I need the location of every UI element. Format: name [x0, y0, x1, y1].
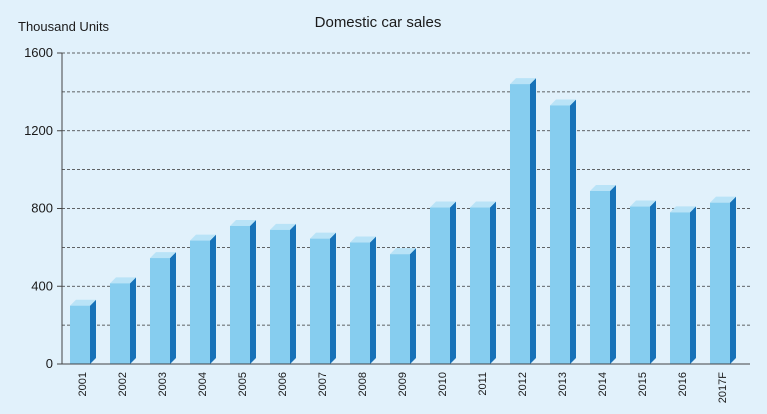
bar-front	[510, 84, 530, 364]
x-tick-label: 2003	[157, 372, 169, 396]
bar-side	[90, 299, 96, 364]
bar	[510, 78, 536, 364]
bar-front	[70, 305, 90, 364]
x-tick-label: 2016	[677, 372, 689, 396]
bar	[110, 277, 136, 364]
bar-top	[510, 78, 536, 85]
bar-side	[210, 234, 216, 364]
bar-top	[590, 185, 616, 192]
bar-side	[730, 196, 736, 364]
bar	[590, 185, 616, 364]
bar-top	[390, 248, 416, 255]
bar-top	[430, 201, 456, 208]
bar	[70, 299, 96, 364]
bar-front	[390, 254, 410, 364]
bar-top	[150, 252, 176, 259]
bar-side	[250, 219, 256, 364]
bar-side	[370, 236, 376, 364]
x-tick-label: 2015	[637, 372, 649, 396]
bar-top	[670, 206, 696, 213]
x-tick-label: 2002	[117, 372, 129, 396]
bar-front	[590, 191, 610, 364]
x-tick-label: 2014	[597, 372, 609, 396]
y-tick-label: 0	[46, 356, 53, 371]
bar	[310, 232, 336, 364]
bar-top	[70, 299, 96, 306]
x-tick-label: 2009	[397, 372, 409, 396]
x-tick-label: 2007	[317, 372, 329, 396]
bar	[630, 200, 656, 364]
bar-front	[430, 207, 450, 364]
x-tick-label: 2011	[477, 372, 489, 396]
chart-title: Domestic car sales	[315, 14, 442, 31]
bar-side	[450, 201, 456, 364]
bar-side	[490, 201, 496, 364]
bar-side	[130, 277, 136, 364]
bar-front	[630, 206, 650, 364]
bar-front	[230, 225, 250, 364]
bar	[190, 234, 216, 364]
bar-top	[350, 236, 376, 243]
bar-top	[110, 277, 136, 284]
bar-front	[670, 212, 690, 364]
y-tick-label: 800	[31, 201, 53, 216]
bar	[470, 201, 496, 364]
bar-side	[290, 223, 296, 364]
x-tick-label: 2013	[557, 372, 569, 396]
bar-side	[690, 206, 696, 364]
bar	[390, 248, 416, 364]
bar	[710, 196, 736, 364]
bar	[670, 206, 696, 364]
bar-top	[630, 200, 656, 207]
bar-side	[610, 185, 616, 364]
bar-front	[470, 207, 490, 364]
bar-front	[310, 238, 330, 364]
bar	[150, 252, 176, 364]
bar	[550, 99, 576, 364]
bar	[350, 236, 376, 364]
bar-front	[270, 229, 290, 364]
bar-side	[410, 248, 416, 364]
bar-top	[190, 234, 216, 241]
bar-side	[170, 252, 176, 364]
bar-top	[270, 223, 296, 230]
y-axis-label: Thousand Units	[18, 19, 110, 34]
bar-side	[650, 200, 656, 364]
bar-front	[190, 240, 210, 364]
bar-front	[710, 202, 730, 364]
bar-side	[330, 232, 336, 364]
y-tick-label: 400	[31, 278, 53, 293]
bar-top	[470, 201, 496, 208]
y-tick-label: 1600	[24, 45, 53, 60]
x-tick-label: 2008	[357, 372, 369, 396]
bar	[230, 219, 256, 364]
y-ticks: 0 400 800 1200 1600	[24, 45, 62, 371]
x-tick-label: 2005	[237, 372, 249, 396]
bar-top	[710, 196, 736, 203]
x-tick-label: 2004	[197, 372, 209, 396]
y-tick-label: 1200	[24, 123, 53, 138]
bar-top	[230, 219, 256, 226]
bar-top	[310, 232, 336, 239]
bar-front	[150, 258, 170, 364]
bar-front	[350, 242, 370, 364]
bar-front	[550, 105, 570, 364]
x-tick-label: 2001	[77, 372, 89, 396]
x-tick-label: 2012	[517, 372, 529, 396]
bar	[270, 223, 296, 364]
bars	[70, 78, 736, 364]
bar-side	[530, 78, 536, 364]
x-tick-label: 2010	[437, 372, 449, 396]
bar-side	[570, 99, 576, 364]
bar-top	[550, 99, 576, 106]
x-tick-label: 2017F	[717, 372, 729, 403]
x-ticks: 2001 2002 2003 2004 2005 2006 2007 2008 2009 2010…	[77, 372, 729, 403]
x-tick-label: 2006	[277, 372, 289, 396]
bar	[430, 201, 456, 364]
bar-front	[110, 283, 130, 364]
